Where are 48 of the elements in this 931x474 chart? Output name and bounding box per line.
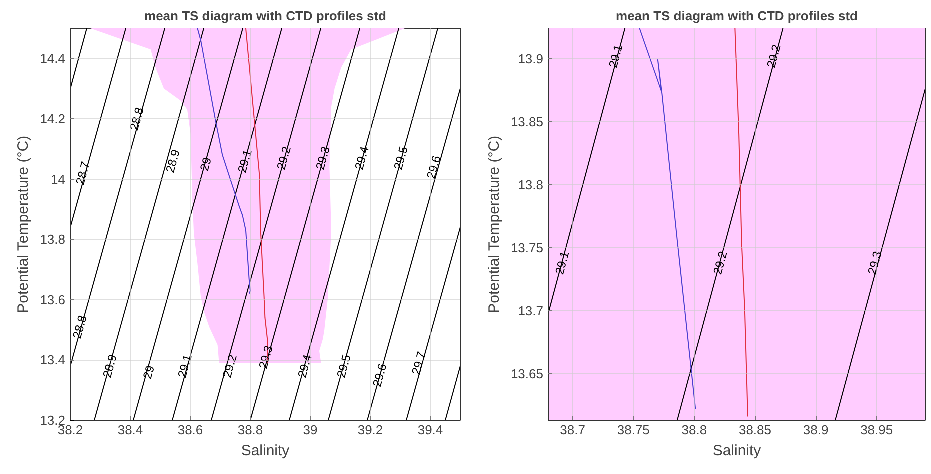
line-series <box>639 28 696 410</box>
x-tick-label: 38.7 <box>560 422 586 438</box>
x-tick-label: 38.8 <box>682 422 708 438</box>
y-tick-label: 14.2 <box>40 111 66 126</box>
annotation: 29.6 <box>370 362 390 389</box>
chart-title: mean TS diagram with CTD profiles std <box>144 8 387 24</box>
annotation: 29.1 <box>175 352 195 380</box>
y-tick-label: 13.9 <box>518 51 544 66</box>
annotation: 29.1 <box>606 42 626 70</box>
x-tick-label: 38.4 <box>118 422 144 438</box>
annotation: 28.9 <box>163 148 183 174</box>
y-tick-label: 13.4 <box>40 352 66 368</box>
line-series <box>197 28 251 294</box>
annotation: 29.1 <box>552 250 572 276</box>
chart-title: mean TS diagram with CTD profiles std <box>616 8 858 24</box>
y-tick-label: 13.85 <box>510 114 544 130</box>
line-series <box>734 28 748 418</box>
x-tick-label: 38.95 <box>860 422 894 438</box>
x-tick-label: 39.2 <box>358 422 384 438</box>
annotation: 28.8 <box>127 106 147 132</box>
y-axis-title: Potential Temperature (°C) <box>486 136 503 314</box>
x-axis-title: Salinity <box>712 442 762 460</box>
x-tick-label: 39.4 <box>418 422 444 438</box>
annotation: 29.1 <box>235 148 255 174</box>
y-tick-label: 13.6 <box>40 292 66 308</box>
y-tick-label: 13.65 <box>510 366 544 382</box>
x-tick-label: 38.6 <box>178 422 204 438</box>
annotation: 29.2 <box>764 42 784 70</box>
y-tick-label: 13.75 <box>510 240 544 256</box>
annotation: 28.8 <box>70 314 90 340</box>
annotation: 28.7 <box>73 160 93 186</box>
y-tick-label: 13.8 <box>40 232 66 248</box>
y-tick-label: 14.4 <box>40 51 66 66</box>
annotation: 29.6 <box>424 154 444 180</box>
annotation: 29 <box>197 156 215 173</box>
x-tick-label: 38.8 <box>238 422 264 438</box>
y-tick-label: 13.8 <box>518 177 544 192</box>
x-tick-label: 38.9 <box>803 422 829 438</box>
x-axis-title: Salinity <box>241 442 290 460</box>
annotation: 29.2 <box>710 250 730 276</box>
y-tick-label: 14 <box>51 172 66 187</box>
annotation: 29 <box>140 364 158 381</box>
y-tick-label: 13.7 <box>518 303 544 318</box>
x-tick-label: 39 <box>303 422 318 438</box>
x-tick-label: 38.75 <box>617 422 650 438</box>
y-axis-title: Potential Temperature (°C) <box>15 136 32 314</box>
annotation: 29.3 <box>256 344 276 370</box>
x-tick-label: 38.85 <box>738 422 772 438</box>
